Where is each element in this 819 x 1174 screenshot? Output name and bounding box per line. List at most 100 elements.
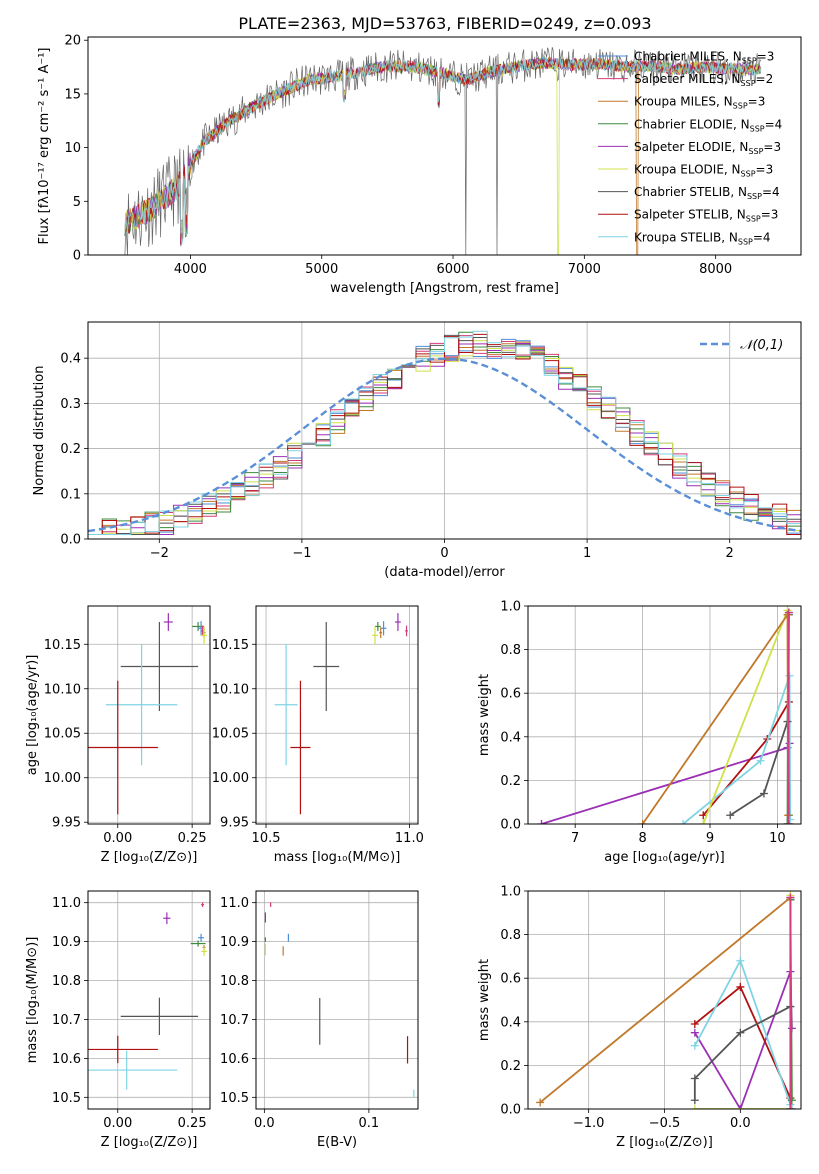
weight-marker [690,1096,699,1105]
tick-label-x: 10 [769,831,786,846]
legend-label: Salpeter ELODIE, NSSP=3 [634,140,781,156]
tick-label-y: 10 [64,141,81,156]
tick-label-x: 0.00 [103,1116,132,1131]
weight-marker [785,820,794,824]
normal-curve [88,357,801,533]
legend-label: Kroupa STELIB, NSSP=4 [634,230,771,246]
weight-line-6 [729,614,790,817]
tick-label-y: 10.7 [52,1013,81,1028]
tick-label-x: 4000 [174,262,207,277]
weight-marker [759,789,768,798]
panel-spectrum: 4000 5000 6000 7000 8000 0 5 10 15 20 Chabrier MIL… [37,34,802,296]
weight-marker [736,1105,745,1109]
tick-label-y: 10.15 [44,638,81,653]
axes-frame [527,890,802,1110]
weight-marker [537,820,546,824]
tick-label-y: 10.6 [220,1052,249,1067]
axes-frame [255,605,419,825]
x-axis-label: E(B-V) [317,1135,357,1150]
x-axis-label: Z [log₁₀(Z/Z⊙)] [101,850,198,865]
tick-label-y: 0.1 [60,487,81,502]
tick-label-x: −2 [150,546,169,561]
weight-marker [784,820,793,824]
plot-area-spectrum [124,47,762,255]
plot-area-residuals [88,330,801,539]
weight-line-8 [682,675,792,824]
tick-label-y: 20 [64,34,81,49]
weight-marker [756,756,765,765]
x-axis-label: mass [log₁₀(M/M⊙)] [274,850,401,865]
legend-label: Salpeter MILES, NSSP=2 [634,72,773,88]
spectrum-line-8 [124,57,762,245]
plot-area-weight_vs_Z [536,891,796,1109]
tick-label-y: 10.7 [220,1013,249,1028]
tick-label-y: 10.10 [44,682,81,697]
legend-label: 𝒩(0,1) [740,338,783,353]
spectrum-line-5 [124,58,762,255]
tick-label-y: 0.0 [500,818,521,833]
tick-label-y: 9.95 [52,816,81,831]
tick-label-x: 0.1 [359,1116,380,1131]
tick-label-y: 1.0 [500,885,521,900]
tick-label-x: 8 [638,831,646,846]
legend-label: Chabrier STELIB, NSSP=4 [634,185,780,201]
weight-line-5 [694,895,792,1109]
tick-label-x: 0.0 [730,1116,751,1131]
tick-label-x: 7000 [568,262,601,277]
weight-marker [699,820,708,824]
weight-marker [787,1096,796,1105]
x-axis-label: age [log₁₀(age/yr)] [604,850,725,865]
weight-marker [679,820,688,824]
tick-label-y: 10.9 [52,935,81,950]
weight-line-2 [539,896,791,1104]
weight-line-6 [693,899,792,1101]
weight-marker [726,811,735,820]
tick-label-x: 9 [706,831,714,846]
tick-label-y: 10.9 [220,935,249,950]
weight-marker [690,1041,699,1050]
y-axis-label: mass weight [477,674,492,756]
tick-label-y: 0.2 [60,442,81,457]
x-axis-label: Z [log₁₀(Z/Z⊙)] [101,1135,198,1150]
tick-label-x: −0.5 [649,1116,681,1131]
tick-label-y: 10.8 [220,974,249,989]
panel-age_vs_Z: 0.00 0.25 9.95 10.00 10.05 10.10 10.15 Z [log₁₀… [25,605,211,865]
axes-frame [87,36,802,256]
tick-label-x: 6000 [436,262,469,277]
y-axis-label: mass [log₁₀(M/M⊙)] [25,937,40,1064]
tick-label-y: 0.6 [500,972,521,987]
tick-label-y: 11.0 [220,896,249,911]
x-axis-label: wavelength [Angstrom, rest frame] [330,281,559,296]
weight-marker [784,608,793,617]
tick-label-y: 0.2 [500,774,521,789]
tick-label-y: 9.95 [220,816,249,831]
weight-marker [638,820,647,824]
tick-label-y: 10.5 [220,1091,249,1106]
tick-label-x: 11.0 [395,831,424,846]
weight-marker [536,1098,545,1107]
tick-label-x: 8000 [699,262,732,277]
axes-frame [255,890,419,1110]
tick-label-x: 0 [440,546,448,561]
weight-marker [690,1074,699,1083]
weight-marker [786,1105,795,1109]
panel-weight_vs_age: 7 8 9 10 0.0 0.2 0.4 0.6 0.8 1.0 age [log₁₀(age/yr… [477,600,802,865]
y-axis-label: Flux [fλ10⁻¹⁷ erg cm⁻² s⁻¹ A⁻¹] [37,48,52,245]
tick-label-y: 10.05 [212,727,249,742]
axes-frame [87,605,211,825]
axes-frame [87,890,211,1110]
tick-label-y: 0.6 [500,687,521,702]
tick-label-x: 0.25 [178,831,207,846]
panel-age_vs_mass: 10.5 11.0 9.95 10.00 10.05 10.10 10.15 mass [lo… [212,605,424,865]
figure-title: PLATE=2363, MJD=53763, FIBERID=0249, z=0… [238,14,651,33]
legend-label: Kroupa ELODIE, NSSP=3 [634,163,773,179]
tick-label-y: 1.0 [500,600,521,615]
tick-label-y: 0.0 [500,1103,521,1118]
tick-label-x: 7 [571,831,579,846]
tick-label-x: 0.25 [178,1116,207,1131]
tick-label-x: 1 [583,546,591,561]
panel-mass_vs_Z: 0.00 0.25 10.5 10.6 10.7 10.8 10.9 11.0 Z [log₁₀… [25,890,211,1150]
weight-marker [736,1028,745,1037]
tick-label-y: 0.4 [500,1015,521,1030]
weight-marker [690,1105,699,1109]
